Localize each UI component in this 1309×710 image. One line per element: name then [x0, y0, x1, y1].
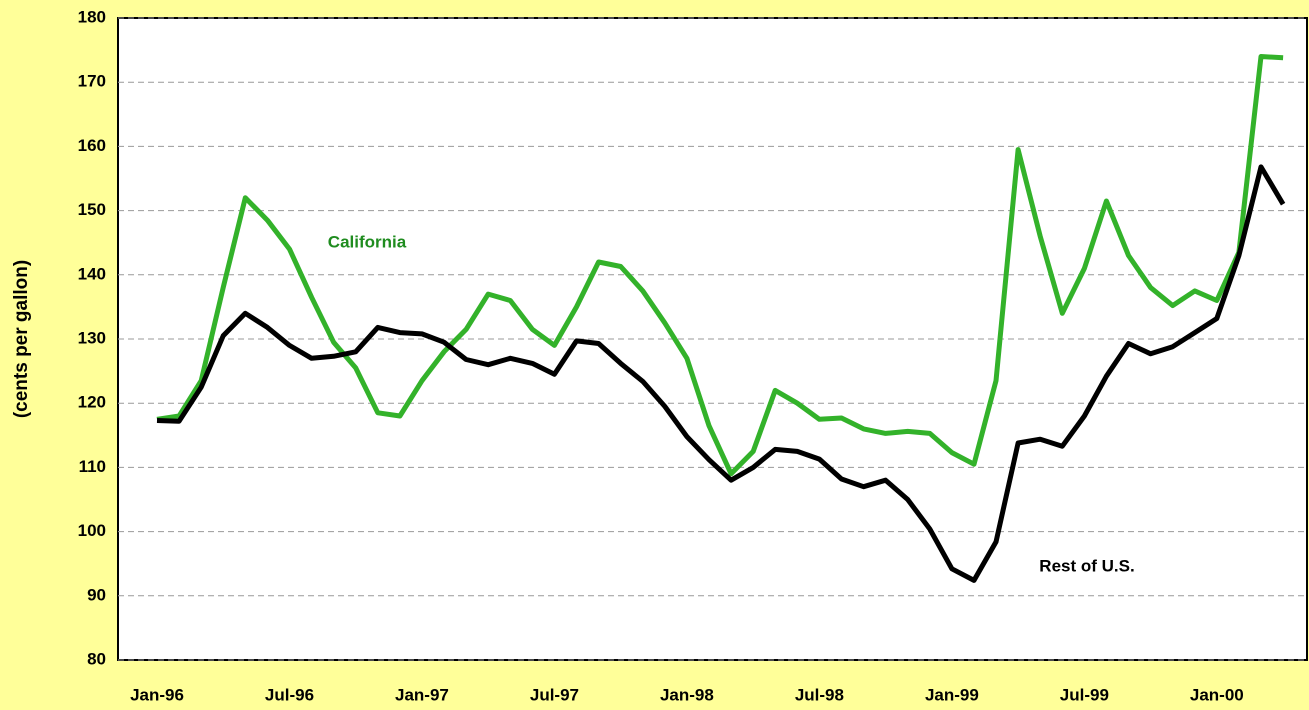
y-tick-label: 120	[78, 393, 106, 412]
series-label: California	[328, 232, 407, 251]
x-tick-label: Jul-97	[530, 685, 579, 704]
y-tick-label: 100	[78, 521, 106, 540]
x-tick-label: Jan-98	[660, 685, 714, 704]
x-tick-label: Jan-00	[1190, 685, 1244, 704]
x-tick-label: Jan-97	[395, 685, 449, 704]
x-tick-label: Jan-99	[925, 685, 979, 704]
y-tick-label: 180	[78, 7, 106, 26]
x-tick-label: Jan-96	[130, 685, 184, 704]
y-tick-label: 160	[78, 136, 106, 155]
y-tick-label: 80	[87, 649, 106, 668]
x-tick-label: Jul-99	[1060, 685, 1109, 704]
y-axis-label: (cents per gallon)	[11, 260, 32, 418]
series-label: Rest of U.S.	[1039, 556, 1134, 575]
y-tick-label: 130	[78, 328, 106, 347]
y-tick-label: 170	[78, 72, 106, 91]
series-line	[156, 164, 1286, 583]
y-tick-label: 90	[87, 585, 106, 604]
x-tick-label: Jul-96	[265, 685, 314, 704]
y-tick-label: 140	[78, 264, 106, 283]
y-tick-label: 150	[78, 200, 106, 219]
y-tick-label: 110	[79, 457, 106, 476]
x-tick-label: Jul-98	[795, 685, 844, 704]
